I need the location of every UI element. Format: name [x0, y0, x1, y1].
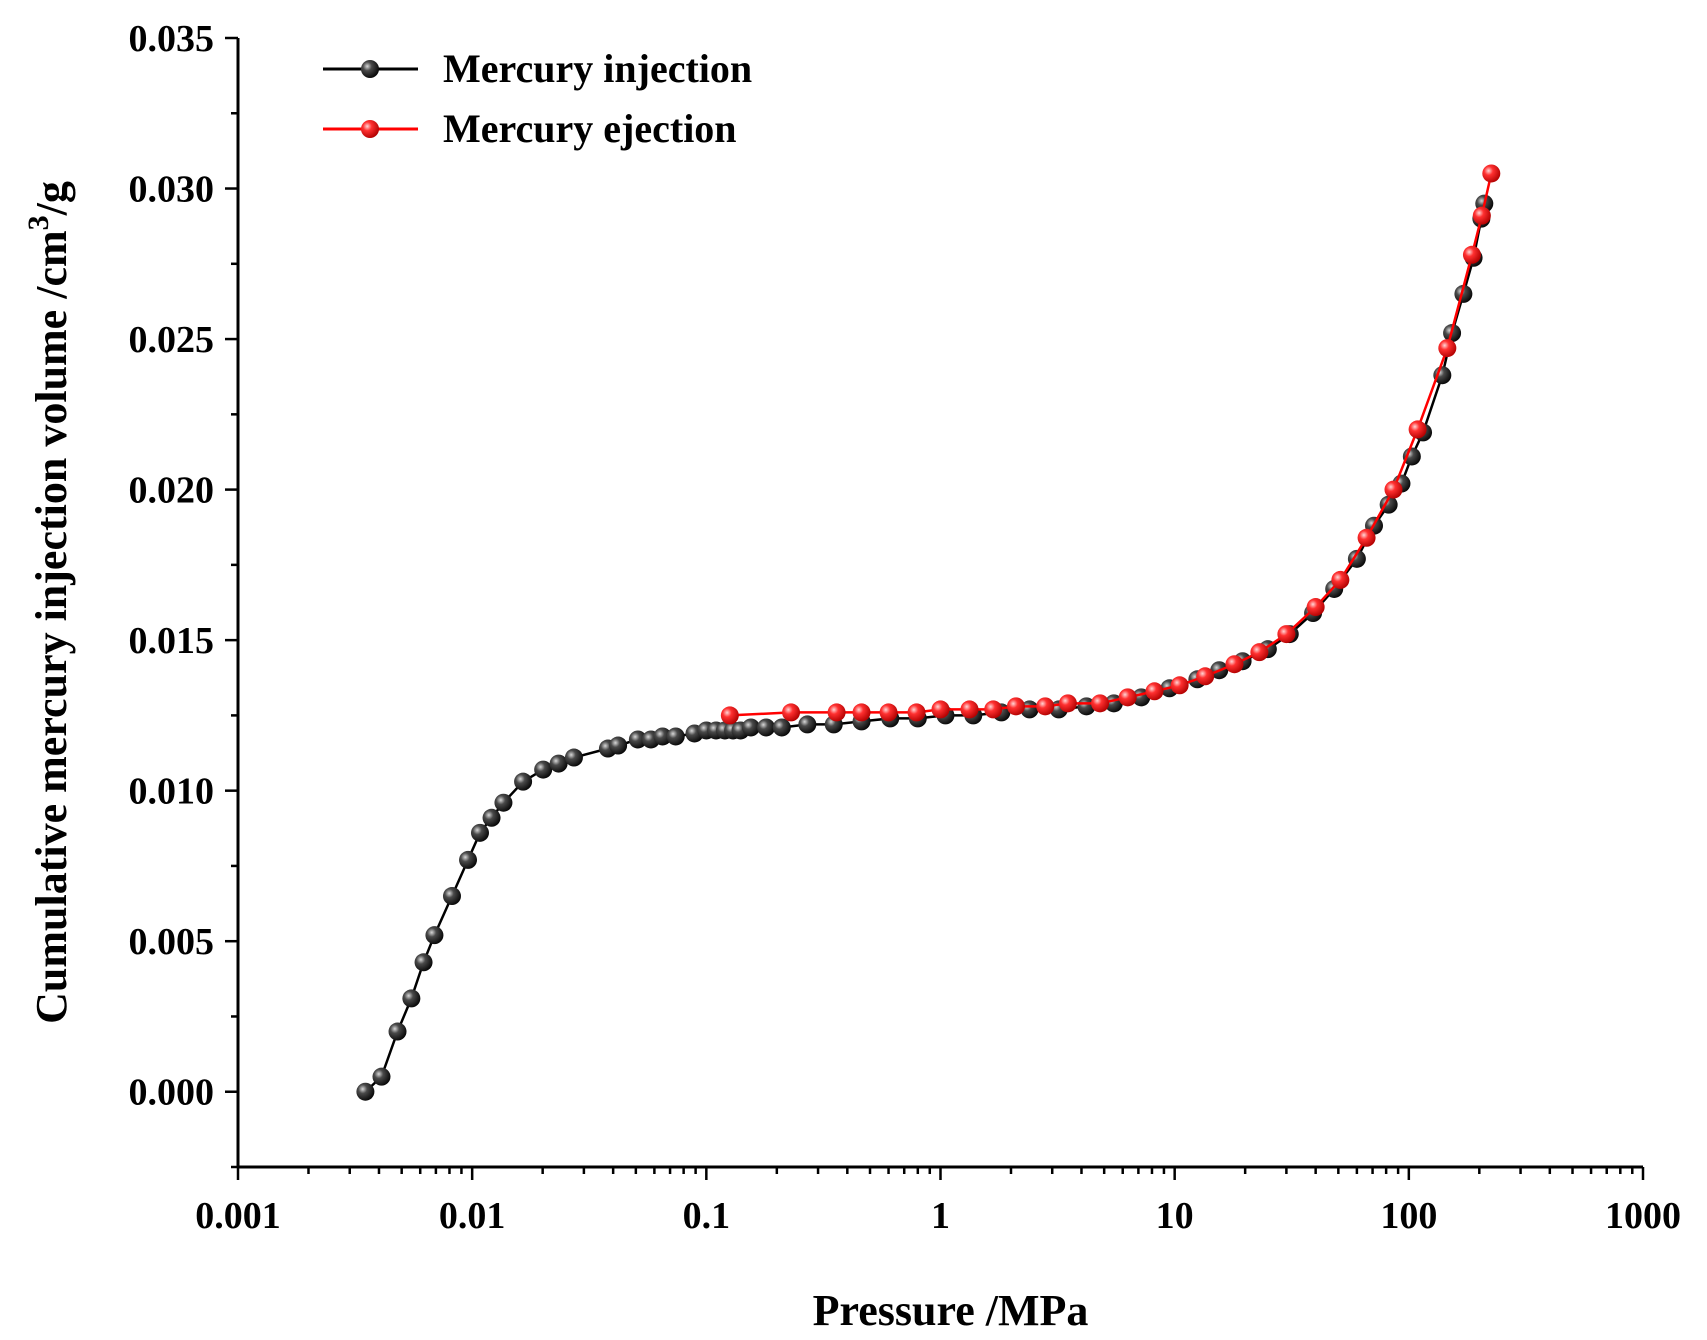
- data-point: [1482, 164, 1501, 183]
- y-axis-title-tail: /g: [27, 181, 76, 216]
- y-axis-title-main: Cumulative mercury injection volume /cm: [27, 230, 76, 1023]
- series-layer: [356, 164, 1501, 1101]
- data-point: [1331, 570, 1350, 589]
- data-point: [984, 700, 1003, 719]
- legend-item-injection: Mercury injection: [323, 46, 752, 91]
- plot-area: 0.001 0.01 0.1 1 10 100 1000 0.0000.0050.0100.…: [129, 18, 1682, 1237]
- series-line: [729, 173, 1493, 717]
- legend-label-ejection: Mercury ejection: [443, 106, 737, 151]
- data-point: [534, 760, 553, 779]
- y-axis-title-superscript: 3: [22, 215, 55, 230]
- data-point: [1454, 284, 1473, 303]
- x-tick-label: 0.1: [683, 1195, 731, 1237]
- legend-marker-ejection: [361, 120, 379, 138]
- data-point: [653, 727, 672, 746]
- y-tick-label: 0.030: [129, 169, 215, 211]
- data-point: [1462, 245, 1481, 264]
- data-point: [609, 736, 628, 755]
- y-tick-label: 0.035: [129, 18, 215, 60]
- data-point: [1250, 643, 1269, 662]
- data-point: [549, 754, 568, 773]
- data-point: [798, 715, 817, 734]
- legend: Mercury injection Mercury ejection: [323, 46, 752, 151]
- data-point: [757, 718, 776, 737]
- data-point: [1145, 682, 1164, 701]
- x-tick-label: 10: [1156, 1195, 1194, 1237]
- series-line: [364, 203, 1486, 1093]
- data-point: [1277, 625, 1296, 644]
- data-point: [1118, 688, 1137, 707]
- data-point: [442, 887, 461, 906]
- data-point: [356, 1082, 375, 1101]
- data-point: [414, 953, 433, 972]
- legend-marker-injection: [361, 60, 379, 78]
- data-point: [1384, 480, 1403, 499]
- data-point: [470, 823, 489, 842]
- data-point: [666, 727, 685, 746]
- data-point: [960, 700, 979, 719]
- data-point: [1196, 667, 1215, 686]
- x-tick-label: 100: [1380, 1195, 1437, 1237]
- data-point: [827, 703, 846, 722]
- y-tick-label: 0.025: [129, 319, 215, 361]
- x-tick-label: 0.001: [195, 1195, 281, 1237]
- data-point: [1357, 528, 1376, 547]
- series-injection: [356, 194, 1494, 1101]
- data-point: [1472, 206, 1491, 225]
- data-point: [459, 850, 478, 869]
- data-point: [720, 706, 739, 725]
- y-tick-label: 0.010: [129, 771, 215, 813]
- y-tick-label: 0.020: [129, 470, 215, 512]
- data-point: [494, 793, 513, 812]
- data-point: [931, 700, 950, 719]
- data-point: [1091, 694, 1110, 713]
- x-tick-label: 0.01: [439, 1195, 506, 1237]
- data-point: [425, 926, 444, 945]
- legend-item-ejection: Mercury ejection: [323, 106, 737, 151]
- data-point: [1170, 676, 1189, 695]
- data-point: [907, 703, 926, 722]
- data-point: [1006, 697, 1025, 716]
- data-point: [1077, 697, 1096, 716]
- data-point: [1036, 697, 1055, 716]
- x-axis-ticks: 0.001 0.01 0.1 1 10 100 1000: [195, 1167, 1681, 1237]
- data-point: [1225, 655, 1244, 674]
- data-point: [402, 989, 421, 1008]
- x-axis-title: Pressure /MPa: [813, 1286, 1089, 1335]
- data-point: [1438, 339, 1457, 358]
- data-point: [852, 703, 871, 722]
- data-point: [741, 718, 760, 737]
- data-point: [482, 808, 501, 827]
- data-point: [514, 772, 533, 791]
- legend-label-injection: Mercury injection: [443, 46, 752, 91]
- data-point: [1347, 549, 1366, 568]
- data-point: [1379, 495, 1398, 514]
- series-ejection: [720, 164, 1501, 725]
- data-point: [879, 703, 898, 722]
- data-point: [1058, 694, 1077, 713]
- data-point: [628, 730, 647, 749]
- y-tick-label: 0.015: [129, 620, 215, 662]
- data-point: [564, 748, 583, 767]
- y-axis-title: Cumulative mercury injection volume /cm3…: [22, 181, 76, 1024]
- data-point: [1020, 700, 1039, 719]
- data-point: [1306, 598, 1325, 617]
- x-tick-label: 1000: [1605, 1195, 1681, 1237]
- x-tick-label: 1: [931, 1195, 950, 1237]
- data-point: [772, 718, 791, 737]
- y-tick-label: 0.005: [129, 921, 215, 963]
- data-point: [372, 1067, 391, 1086]
- data-point: [1408, 420, 1427, 439]
- y-axis-ticks: 0.000 0.005 0.010 0.015 0.020 0.025 0.030 0.035: [129, 18, 238, 1169]
- y-tick-label: 0.000: [129, 1072, 215, 1114]
- data-point: [782, 703, 801, 722]
- data-point: [388, 1022, 407, 1041]
